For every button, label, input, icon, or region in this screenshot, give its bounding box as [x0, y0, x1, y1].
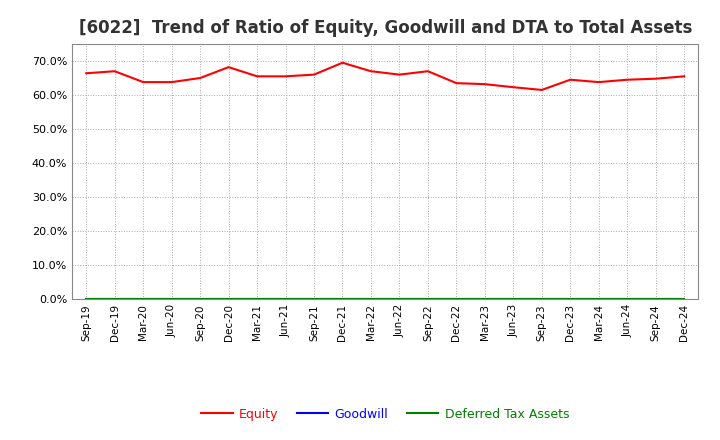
Equity — [167, 80, 176, 85]
Goodwill — [225, 297, 233, 302]
Goodwill — [623, 297, 631, 302]
Equity — [366, 69, 375, 74]
Line: Equity: Equity — [86, 63, 684, 90]
Deferred Tax Assets — [225, 297, 233, 302]
Deferred Tax Assets — [595, 297, 603, 302]
Equity — [338, 60, 347, 66]
Deferred Tax Assets — [282, 297, 290, 302]
Goodwill — [652, 297, 660, 302]
Equity — [395, 72, 404, 77]
Equity — [537, 87, 546, 92]
Legend: Equity, Goodwill, Deferred Tax Assets: Equity, Goodwill, Deferred Tax Assets — [197, 403, 574, 425]
Goodwill — [196, 297, 204, 302]
Equity — [423, 69, 432, 74]
Equity — [623, 77, 631, 82]
Deferred Tax Assets — [623, 297, 631, 302]
Deferred Tax Assets — [167, 297, 176, 302]
Equity — [480, 81, 489, 87]
Deferred Tax Assets — [139, 297, 148, 302]
Goodwill — [395, 297, 404, 302]
Deferred Tax Assets — [395, 297, 404, 302]
Equity — [680, 73, 688, 79]
Equity — [595, 80, 603, 85]
Deferred Tax Assets — [537, 297, 546, 302]
Goodwill — [452, 297, 461, 302]
Goodwill — [338, 297, 347, 302]
Goodwill — [537, 297, 546, 302]
Deferred Tax Assets — [338, 297, 347, 302]
Goodwill — [480, 297, 489, 302]
Deferred Tax Assets — [452, 297, 461, 302]
Equity — [225, 65, 233, 70]
Title: [6022]  Trend of Ratio of Equity, Goodwill and DTA to Total Assets: [6022] Trend of Ratio of Equity, Goodwil… — [78, 19, 692, 37]
Goodwill — [310, 297, 318, 302]
Goodwill — [139, 297, 148, 302]
Deferred Tax Assets — [480, 297, 489, 302]
Deferred Tax Assets — [310, 297, 318, 302]
Goodwill — [167, 297, 176, 302]
Equity — [82, 71, 91, 76]
Equity — [566, 77, 575, 82]
Deferred Tax Assets — [253, 297, 261, 302]
Goodwill — [566, 297, 575, 302]
Goodwill — [680, 297, 688, 302]
Deferred Tax Assets — [366, 297, 375, 302]
Equity — [652, 76, 660, 81]
Deferred Tax Assets — [509, 297, 518, 302]
Equity — [452, 81, 461, 86]
Goodwill — [423, 297, 432, 302]
Equity — [253, 73, 261, 79]
Deferred Tax Assets — [110, 297, 119, 302]
Goodwill — [110, 297, 119, 302]
Equity — [282, 73, 290, 79]
Goodwill — [282, 297, 290, 302]
Deferred Tax Assets — [566, 297, 575, 302]
Goodwill — [509, 297, 518, 302]
Equity — [310, 72, 318, 77]
Goodwill — [253, 297, 261, 302]
Goodwill — [366, 297, 375, 302]
Equity — [139, 80, 148, 85]
Deferred Tax Assets — [652, 297, 660, 302]
Goodwill — [595, 297, 603, 302]
Deferred Tax Assets — [680, 297, 688, 302]
Equity — [110, 69, 119, 74]
Equity — [509, 84, 518, 90]
Goodwill — [82, 297, 91, 302]
Equity — [196, 75, 204, 81]
Deferred Tax Assets — [82, 297, 91, 302]
Deferred Tax Assets — [196, 297, 204, 302]
Deferred Tax Assets — [423, 297, 432, 302]
